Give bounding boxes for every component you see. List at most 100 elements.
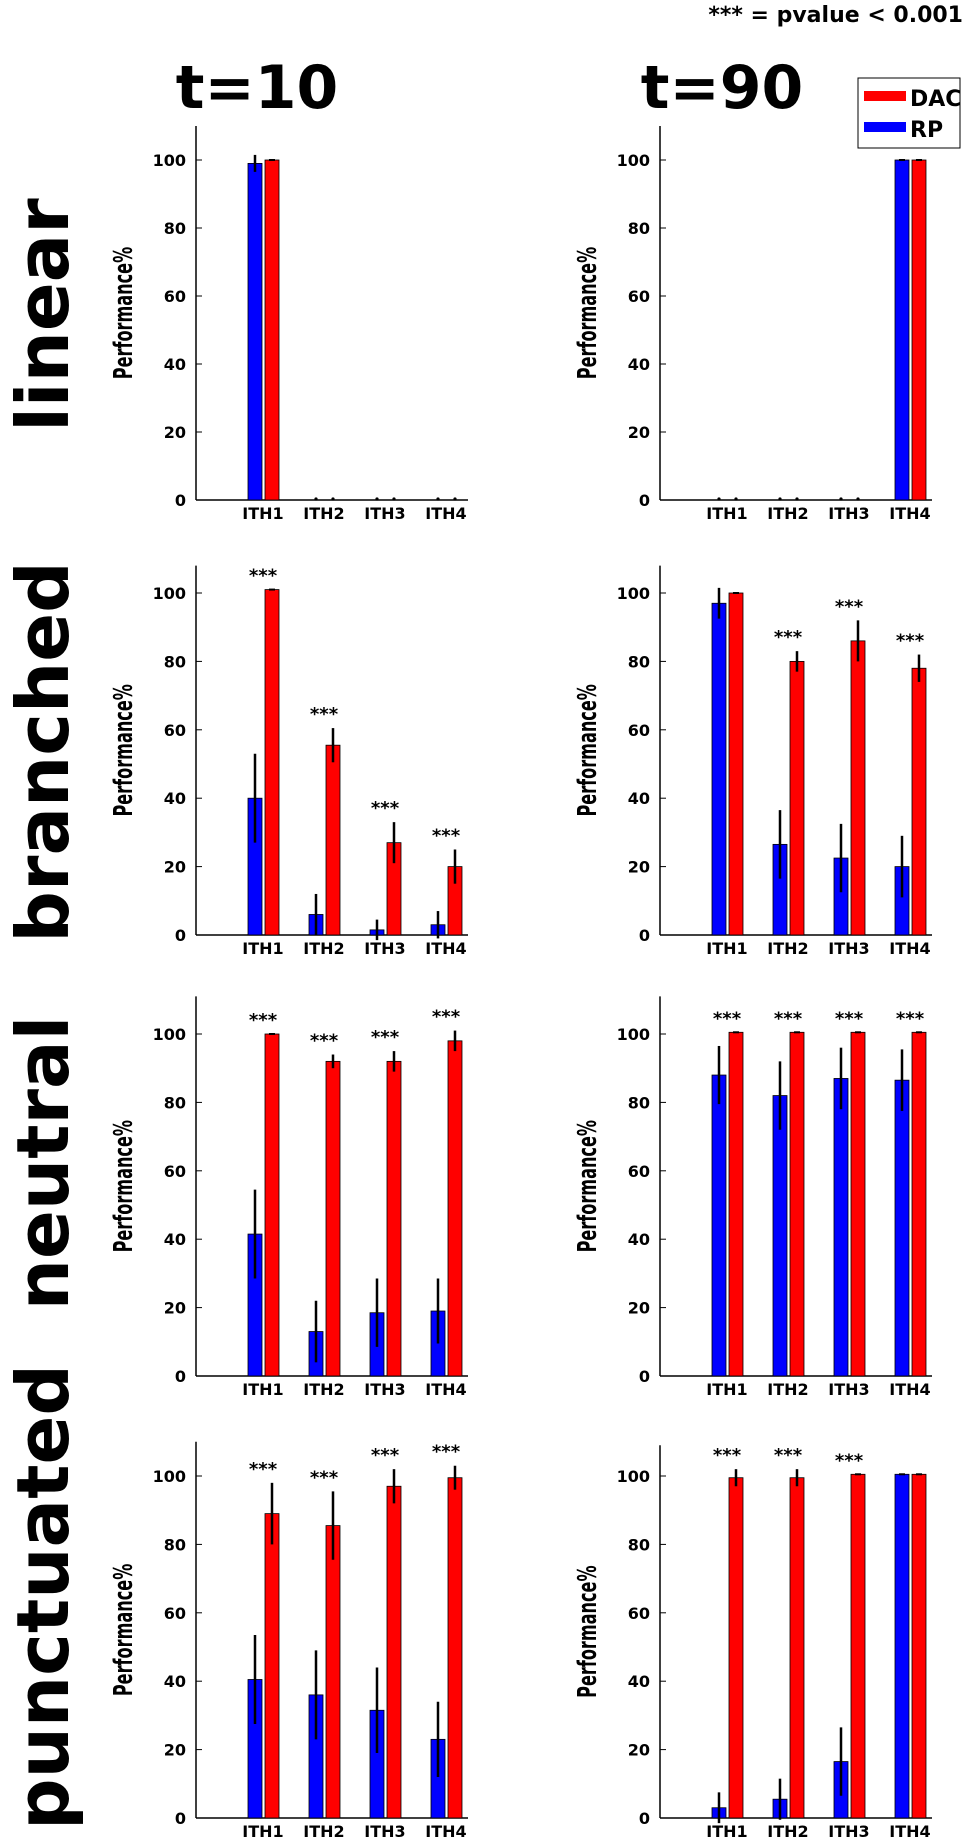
zero-value-marker: [392, 497, 396, 501]
significance-stars: ***: [432, 1007, 461, 1028]
x-tick-label: ITH1: [706, 504, 747, 523]
x-tick-label: ITH4: [425, 504, 466, 523]
bar-rp-ith1: [711, 1074, 727, 1377]
x-tick-label: ITH2: [767, 939, 808, 958]
x-tick-label: ITH3: [364, 1822, 405, 1840]
significance-stars: ***: [774, 1445, 803, 1466]
bar-dac-ith4: [447, 1477, 463, 1819]
significance-stars: ***: [432, 826, 461, 847]
significance-stars: ***: [310, 1467, 339, 1488]
bar-dac-ith2: [325, 1525, 341, 1819]
legend-swatch-dac: [864, 91, 906, 101]
x-tick-label: ITH1: [706, 939, 747, 958]
significance-stars: ***: [835, 596, 864, 617]
bar-dac-ith2: [789, 1477, 805, 1819]
y-tick-label: 0: [175, 491, 186, 510]
y-tick-label: 20: [628, 1741, 650, 1760]
row-label-neutral: neutral: [1, 1016, 85, 1311]
bar-dac-ith2: [325, 1060, 341, 1377]
panel-branched-t90: 0 20 40 60 80 100 Performance% ITH1 ITH2 *** ITH3 *…: [573, 565, 932, 958]
legend-swatch-rp: [864, 122, 906, 132]
y-axis-label: Performance%: [573, 1565, 603, 1697]
x-tick-label: ITH4: [889, 1380, 930, 1399]
x-tick-label: ITH4: [889, 939, 930, 958]
y-tick-label: 0: [639, 926, 650, 945]
y-tick-label: 20: [164, 1741, 186, 1760]
x-tick-label: ITH1: [706, 1822, 747, 1840]
y-tick-label: 40: [164, 355, 186, 374]
x-tick-label: ITH3: [828, 1380, 869, 1399]
chart-panels: 0 20 40 60 80 100 Performance% ITH1 ITH2 ITH3 ITH4…: [109, 126, 932, 1840]
bar-dac-ith4: [911, 667, 927, 936]
bar-dac-ith2: [325, 744, 341, 936]
y-tick-label: 20: [164, 423, 186, 442]
legend: DAC RP: [857, 77, 961, 149]
x-tick-label: ITH1: [242, 504, 283, 523]
y-axis-label: Performance%: [573, 684, 603, 816]
y-tick-label: 60: [628, 1162, 650, 1181]
y-tick-label: 80: [164, 219, 186, 238]
x-tick-label: ITH3: [364, 939, 405, 958]
y-tick-label: 20: [164, 1299, 186, 1318]
panel-linear-t10: 0 20 40 60 80 100 Performance% ITH1 ITH2 ITH3 ITH4: [109, 126, 468, 523]
y-tick-label: 80: [628, 652, 650, 671]
bar-dac-ith1: [264, 159, 280, 501]
y-tick-label: 100: [617, 584, 650, 603]
y-tick-label: 60: [164, 1604, 186, 1623]
column-title-t90: t=90: [641, 53, 803, 123]
x-tick-label: ITH3: [364, 1380, 405, 1399]
significance-stars: ***: [713, 1008, 742, 1029]
bar-rp-ith4: [894, 159, 910, 501]
bar-dac-ith3: [850, 640, 866, 936]
zero-value-marker: [436, 497, 440, 501]
bar-dac-ith3: [386, 1060, 402, 1377]
bar-dac-ith3: [850, 1473, 866, 1819]
y-tick-label: 80: [164, 652, 186, 671]
y-tick-label: 80: [628, 1093, 650, 1112]
y-tick-label: 60: [628, 287, 650, 306]
x-tick-label: ITH2: [303, 1822, 344, 1840]
bar-dac-ith1: [264, 589, 280, 936]
row-label-branched: branched: [1, 561, 85, 942]
x-tick-label: ITH1: [242, 1822, 283, 1840]
zero-value-marker: [795, 497, 799, 501]
row-label-punctuated: punctuated: [1, 1364, 85, 1830]
bar-dac-ith2: [789, 661, 805, 936]
y-axis-label: Performance%: [573, 247, 603, 379]
y-tick-label: 40: [628, 355, 650, 374]
panel-punctuated-t90: 0 20 40 60 80 100 Performance% ITH1 *** ITH2 *** IT…: [573, 1445, 932, 1840]
y-axis-label: Performance%: [109, 247, 139, 379]
y-tick-label: 100: [153, 1467, 186, 1486]
y-tick-label: 0: [175, 1809, 186, 1828]
significance-stars: ***: [371, 798, 400, 819]
y-tick-label: 40: [628, 1672, 650, 1691]
significance-stars: ***: [310, 1031, 339, 1052]
y-tick-label: 100: [617, 1467, 650, 1486]
significance-stars: ***: [835, 1450, 864, 1471]
significance-stars: ***: [896, 1008, 925, 1029]
y-tick-label: 0: [175, 1367, 186, 1386]
x-tick-label: ITH3: [828, 1822, 869, 1840]
y-tick-label: 20: [628, 1299, 650, 1318]
legend-label-rp: RP: [910, 118, 943, 143]
y-tick-label: 60: [164, 287, 186, 306]
y-tick-label: 100: [153, 584, 186, 603]
y-tick-label: 40: [628, 789, 650, 808]
y-tick-label: 20: [628, 423, 650, 442]
significance-stars: ***: [371, 1445, 400, 1466]
bar-dac-ith1: [728, 1477, 744, 1819]
x-tick-label: ITH3: [828, 504, 869, 523]
significance-stars: ***: [774, 627, 803, 648]
zero-value-marker: [331, 497, 335, 501]
x-tick-label: ITH2: [303, 939, 344, 958]
significance-stars: ***: [835, 1008, 864, 1029]
panel-neutral-t10: 0 20 40 60 80 100 Performance% ITH1 *** ITH2 *** IT…: [109, 996, 468, 1399]
bar-dac-ith4: [911, 1031, 927, 1377]
bar-rp-ith1: [247, 162, 263, 501]
zero-value-marker: [314, 497, 318, 501]
x-tick-label: ITH3: [828, 939, 869, 958]
y-tick-label: 80: [628, 219, 650, 238]
x-tick-label: ITH2: [767, 1380, 808, 1399]
legend-label-dac: DAC: [910, 87, 961, 112]
